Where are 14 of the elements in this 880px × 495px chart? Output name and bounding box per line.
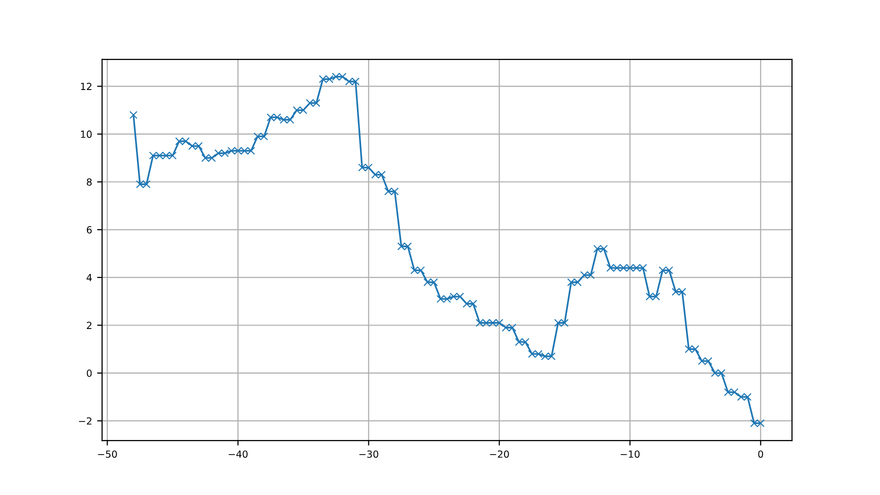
y-tick-label: 4 <box>86 274 92 282</box>
x-tick-label: −30 <box>359 450 378 458</box>
y-tick-label: 6 <box>86 226 92 234</box>
y-tick-label: 8 <box>86 178 92 186</box>
x-tick-label: −20 <box>490 450 509 458</box>
x-tick-label: −50 <box>98 450 117 458</box>
y-tick-label: 0 <box>86 370 92 377</box>
x-tick-label: −40 <box>228 450 248 458</box>
x-tick-label: 0 <box>758 450 764 458</box>
y-tick-label: −2 <box>79 417 92 425</box>
x-tick-label: −10 <box>620 450 640 458</box>
y-tick-label: 2 <box>86 322 92 329</box>
y-tick-label: 10 <box>81 130 92 138</box>
y-tick-label: 12 <box>81 82 92 90</box>
